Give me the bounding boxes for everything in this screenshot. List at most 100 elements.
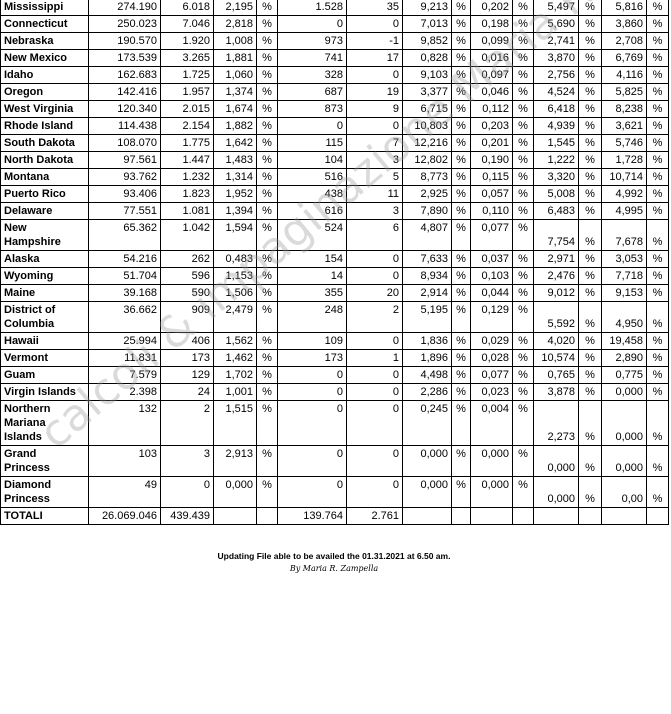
table-row: Wyoming 51.704 596 1,153% 14 0 8,934% 0,103% 2,4… — [0, 267, 669, 285]
table-cell: % — [578, 49, 602, 67]
table-cell: 7.046 — [160, 15, 214, 33]
table-cell: % — [451, 151, 471, 169]
table-cell: 9,103 — [402, 66, 452, 84]
table-cell: % — [578, 83, 602, 101]
table-row: Puerto Rico 93.406 1.823 1,952% 438 11 2,925% 0… — [0, 185, 669, 203]
row-label: Grand Princess — [0, 445, 89, 477]
data-table: Mississippi 274.190 6.018 2,195% 1.528 35 9,21… — [0, 0, 669, 525]
table-cell: 3,320 — [533, 168, 579, 186]
table-cell: 1,394 — [213, 202, 257, 220]
update-note: Updating File able to be availed the 01.… — [217, 551, 451, 561]
table-cell: 0,129 — [470, 301, 513, 333]
table-cell: % — [512, 476, 534, 508]
table-cell: 0,201 — [470, 134, 513, 152]
table-cell: 2,741 — [533, 32, 579, 50]
table-cell: 0,203 — [470, 117, 513, 135]
table-cell: % — [512, 445, 534, 477]
table-cell: % — [646, 100, 669, 118]
table-cell: 0,775 — [601, 366, 647, 384]
table-cell: 1 — [346, 349, 403, 367]
table-cell: 3.265 — [160, 49, 214, 67]
table-cell: 4,498 — [402, 366, 452, 384]
table-cell: 1,060 — [213, 66, 257, 84]
row-label: Montana — [0, 168, 89, 186]
table-cell: % — [646, 219, 669, 251]
table-cell: 6,418 — [533, 100, 579, 118]
table-cell — [512, 507, 534, 525]
table-cell: 1.447 — [160, 151, 214, 169]
table-cell — [646, 507, 669, 525]
table-cell: % — [512, 0, 534, 16]
table-cell: % — [451, 366, 471, 384]
table-cell: 0,245 — [402, 400, 452, 446]
table-cell: 0 — [277, 400, 347, 446]
table-cell: 0,028 — [470, 349, 513, 367]
table-cell: 0,099 — [470, 32, 513, 50]
table-cell: % — [578, 349, 602, 367]
table-cell: 25.994 — [88, 332, 161, 350]
table-cell: 6 — [346, 219, 403, 251]
table-cell: % — [256, 185, 278, 203]
table-cell: 355 — [277, 284, 347, 302]
table-cell: % — [578, 66, 602, 84]
table-cell: 19,458 — [601, 332, 647, 350]
table-cell: 9,213 — [402, 0, 452, 16]
table-cell: 173 — [277, 349, 347, 367]
table-cell: % — [256, 83, 278, 101]
table-cell: % — [256, 349, 278, 367]
table-cell: 1,642 — [213, 134, 257, 152]
table-cell: % — [646, 349, 669, 367]
table-cell: 9,153 — [601, 284, 647, 302]
table-cell: % — [512, 185, 534, 203]
table-row: New Mexico 173.539 3.265 1,881% 741 17 0,828% 0… — [0, 49, 669, 67]
row-label: Northern Mariana Islands — [0, 400, 89, 446]
table-cell: 2,914 — [402, 284, 452, 302]
table-cell: 248 — [277, 301, 347, 333]
table-cell: 1,836 — [402, 332, 452, 350]
table-cell: % — [578, 15, 602, 33]
table-cell: % — [451, 400, 471, 446]
table-cell: -1 — [346, 32, 403, 50]
table-cell: % — [256, 366, 278, 384]
table-cell: 0 — [346, 250, 403, 268]
table-cell: % — [646, 383, 669, 401]
table-cell: % — [512, 49, 534, 67]
row-label: Virgin Islands — [0, 383, 89, 401]
table-cell: 24 — [160, 383, 214, 401]
table-cell: % — [512, 400, 534, 446]
table-cell: % — [256, 100, 278, 118]
row-label: South Dakota — [0, 134, 89, 152]
table-cell: 0,112 — [470, 100, 513, 118]
table-cell: % — [578, 32, 602, 50]
table-cell: 93.406 — [88, 185, 161, 203]
table-cell: 0,483 — [213, 250, 257, 268]
table-cell: 39.168 — [88, 284, 161, 302]
table-cell: 0,057 — [470, 185, 513, 203]
table-row: Northern Mariana Islands 132 2 1,515% 0 0 0,24… — [0, 400, 669, 446]
table-cell: 6,715 — [402, 100, 452, 118]
table-cell: 2,890 — [601, 349, 647, 367]
table-cell: 108.070 — [88, 134, 161, 152]
table-cell: 109 — [277, 332, 347, 350]
table-cell: 19 — [346, 83, 403, 101]
table-cell: 0,00 — [601, 476, 647, 508]
table-cell: 909 — [160, 301, 214, 333]
table-row: Grand Princess 103 3 2,913% 0 0 0,000% 0,000% 0,… — [0, 445, 669, 477]
row-label: New Hampshire — [0, 219, 89, 251]
table-cell: 1.725 — [160, 66, 214, 84]
table-cell: 4,020 — [533, 332, 579, 350]
table-cell: 1.528 — [277, 0, 347, 16]
row-label: Connecticut — [0, 15, 89, 33]
table-cell: 1,674 — [213, 100, 257, 118]
table-cell: 6,483 — [533, 202, 579, 220]
table-cell: 5,746 — [601, 134, 647, 152]
table-cell — [578, 507, 602, 525]
table-cell: % — [451, 383, 471, 401]
table-cell: 9,852 — [402, 32, 452, 50]
table-cell: % — [256, 400, 278, 446]
table-row: Alaska 54.216 262 0,483% 154 0 7,633% 0,037% 2,9… — [0, 250, 669, 268]
table-cell: % — [256, 445, 278, 477]
table-cell: 0 — [346, 267, 403, 285]
table-cell: 3,870 — [533, 49, 579, 67]
